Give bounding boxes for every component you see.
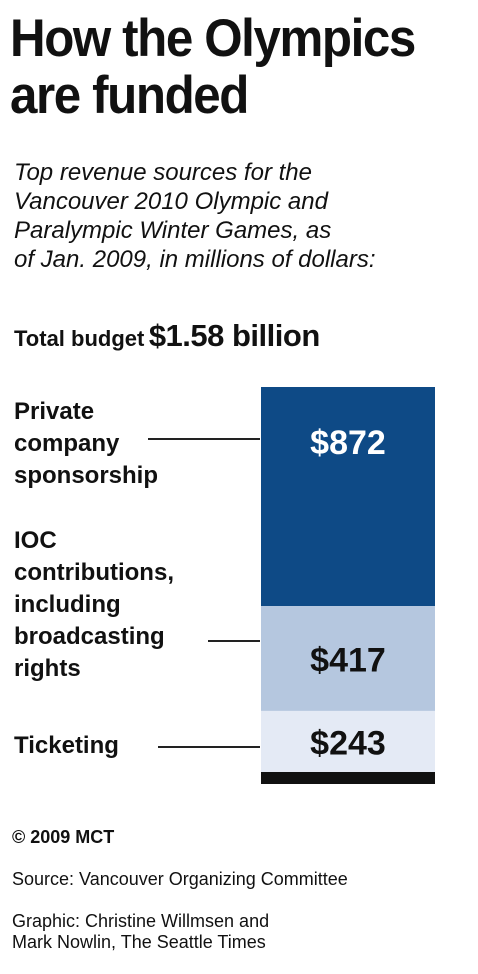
chart-title: How the Olympics are funded <box>10 9 416 125</box>
value-label-sponsorship: $872 <box>310 424 386 462</box>
label-sponsorship: Private company sponsorship <box>14 398 159 489</box>
graphic-credit: Graphic: Christine Willmsen and Mark Now… <box>12 911 270 952</box>
bar-segment-sponsorship <box>261 387 435 607</box>
stacked-bar-chart: $872 $417 $243 <box>261 387 435 784</box>
total-budget: Total budget $1.58 billion <box>14 318 320 354</box>
copyright-credit: © 2009 MCT <box>12 827 115 847</box>
source-line: Source: Vancouver Organizing Committee <box>12 869 348 889</box>
leader-line-sponsorship <box>148 438 260 440</box>
label-ioc: IOC contributions, including broadcastin… <box>14 527 174 682</box>
value-label-ioc: $417 <box>310 642 386 680</box>
bar-base <box>261 772 435 784</box>
leader-line-ticketing <box>158 746 260 748</box>
bar-segment-ioc <box>261 606 435 711</box>
label-ticketing: Ticketing <box>14 732 119 759</box>
leader-line-ioc <box>208 640 260 642</box>
total-budget-label: Total budget <box>14 326 145 351</box>
chart-subtitle: Top revenue sources for the Vancouver 20… <box>14 159 376 273</box>
total-budget-value: $1.58 billion <box>148 318 320 353</box>
footer: © 2009 MCT Source: Vancouver Organizing … <box>12 806 348 974</box>
value-label-ticketing: $243 <box>310 724 386 762</box>
bar-segment-ticketing <box>261 710 435 772</box>
